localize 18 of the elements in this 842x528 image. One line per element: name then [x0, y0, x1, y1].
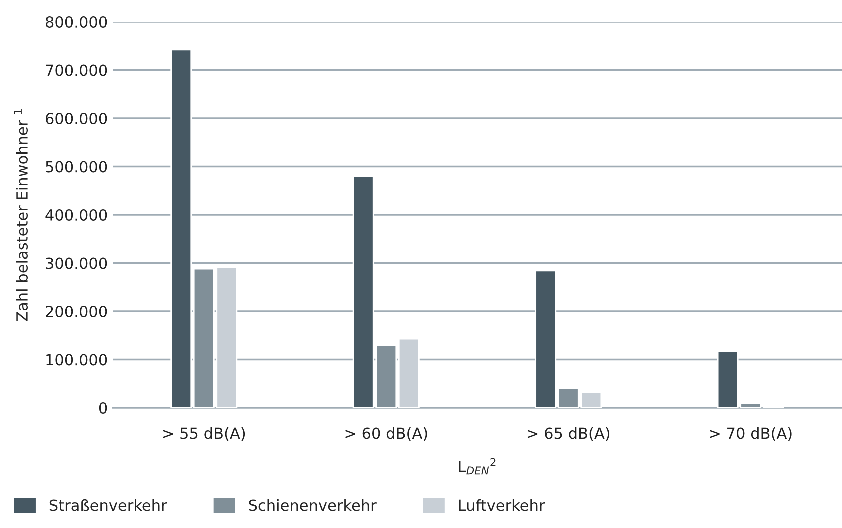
y-tick-label: 600.000: [46, 112, 108, 125]
x-axis-title: L$_{DEN}$$^{2}$: [459, 458, 496, 475]
y-tick-label: 800.000: [46, 16, 108, 28]
x-tick-label: > 60 dB(A): [346, 427, 428, 442]
x-tick-label: > 55 dB(A): [163, 427, 246, 442]
legend-label: Luftverkehr: [459, 499, 546, 512]
y-tick-label: 0: [99, 402, 108, 414]
y-tick-label: 700.000: [46, 64, 108, 76]
y-tick-label: 100.000: [46, 354, 108, 366]
y-tick-label: 400.000: [46, 209, 108, 222]
y-axis-title: Zahl belasteter Einwohner $^{1}$: [14, 109, 28, 322]
legend-label: Schienenverkehr: [249, 499, 377, 512]
y-tick-label: 500.000: [46, 161, 108, 173]
y-tick-label: 200.000: [46, 306, 108, 318]
x-tick-label: > 70 dB(A): [710, 427, 792, 442]
x-tick-label: > 65 dB(A): [528, 427, 610, 442]
y-tick-label: 300.000: [46, 258, 108, 270]
legend-label: Straßenverkehr: [50, 499, 168, 512]
